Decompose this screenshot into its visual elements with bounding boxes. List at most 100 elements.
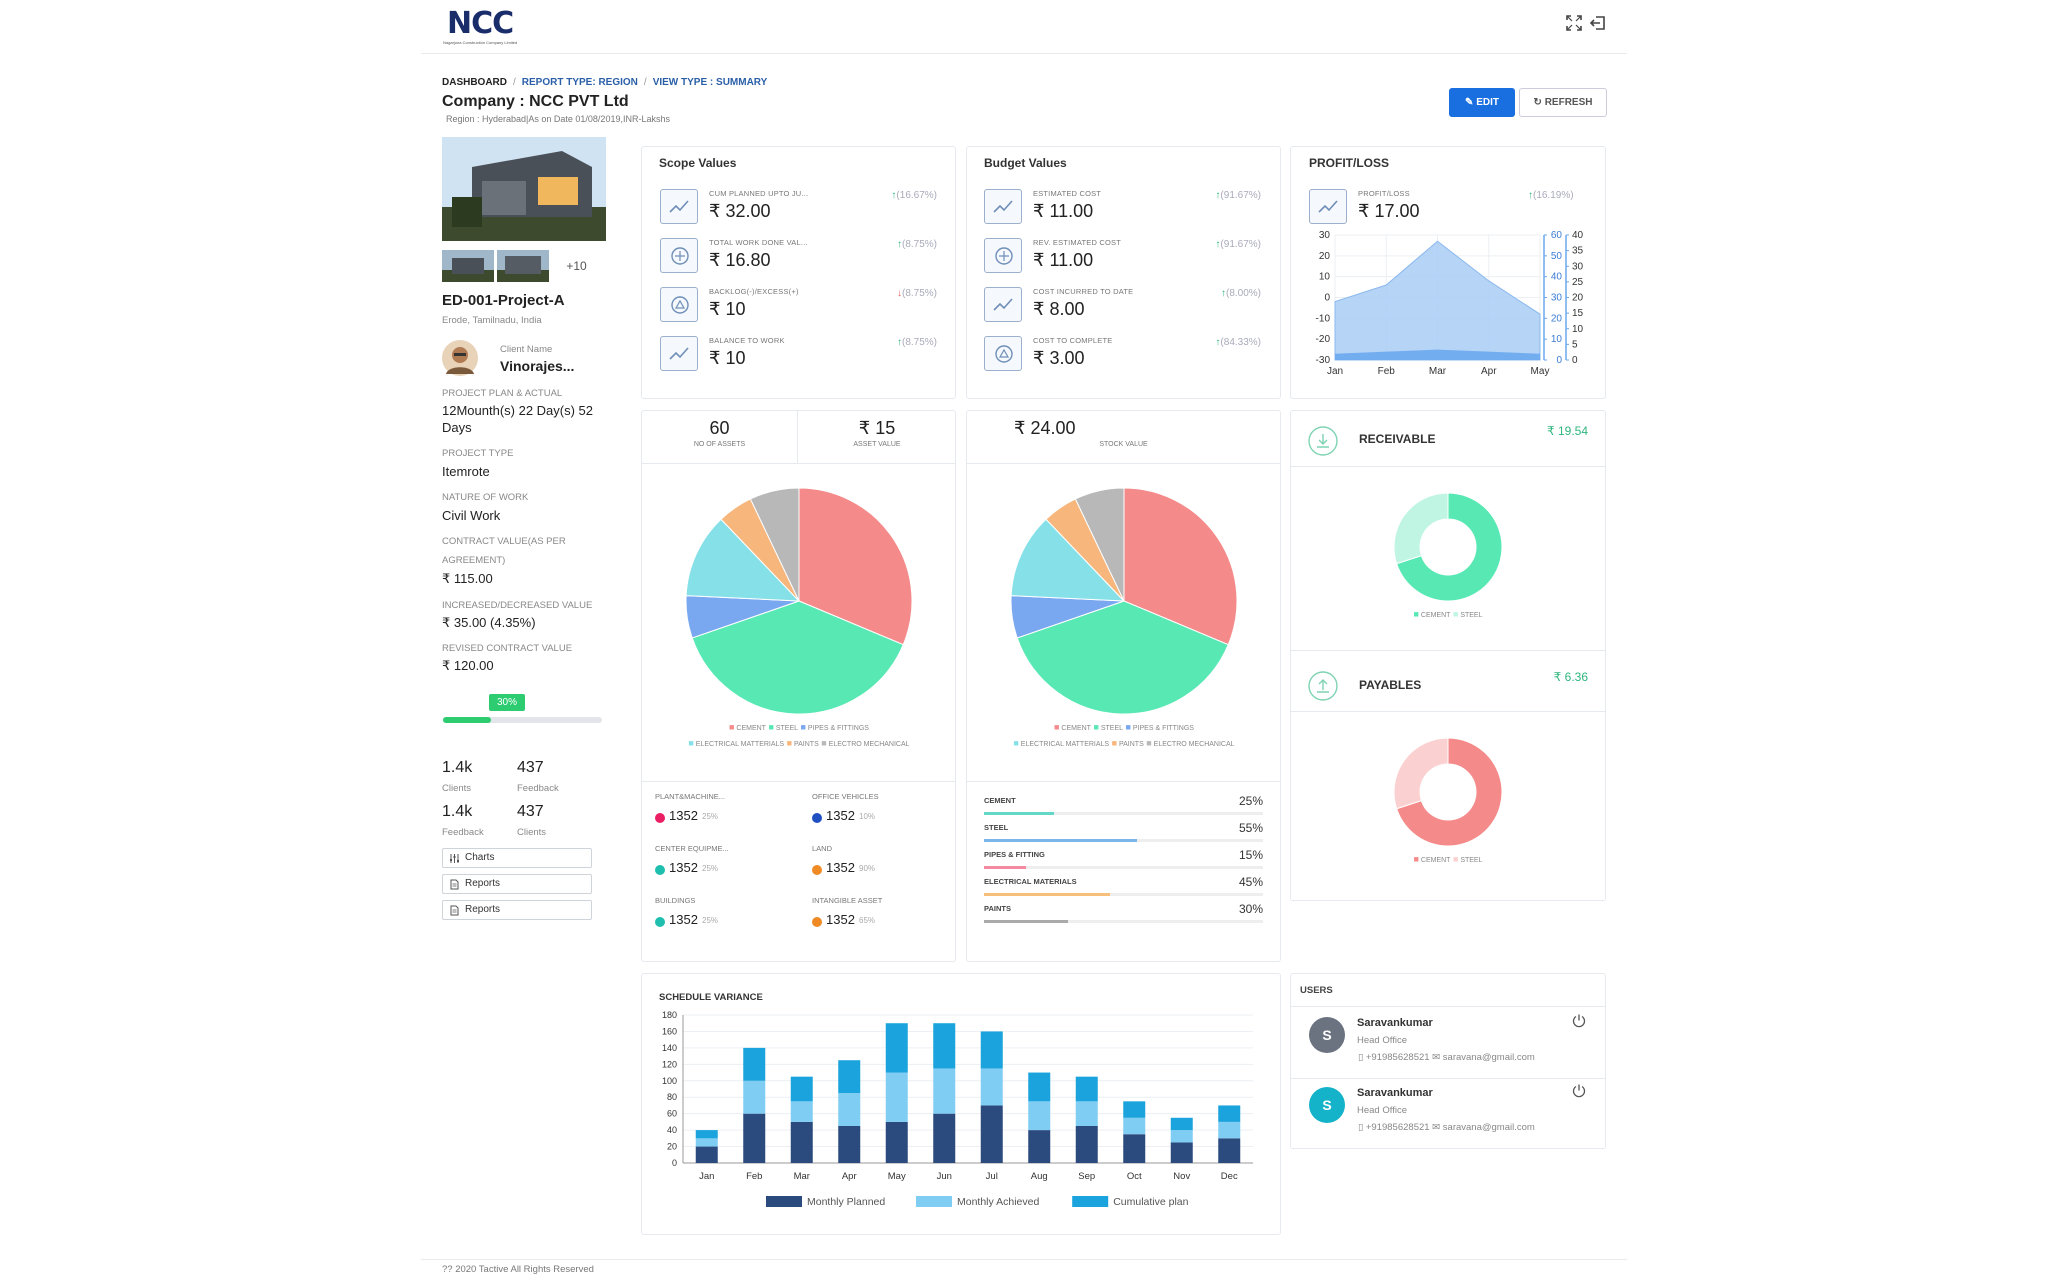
- bar-segment[interactable]: [1218, 1138, 1241, 1163]
- power-icon[interactable]: [1571, 1013, 1587, 1029]
- pie-legend-row: ■ ELECTRICAL MATTERIALS ■ PAINTS ■ ELECT…: [1013, 738, 1234, 748]
- pie-slice-steel[interactable]: [691, 600, 904, 715]
- bar-segment[interactable]: [885, 1023, 908, 1073]
- bar-segment[interactable]: [790, 1121, 813, 1163]
- pie-slice-cement[interactable]: [798, 487, 913, 646]
- bar-segment[interactable]: [1218, 1105, 1241, 1122]
- bar-segment[interactable]: [980, 1031, 1003, 1069]
- bar-segment[interactable]: [1170, 1130, 1193, 1143]
- legend-swatch: ■: [819, 738, 827, 748]
- client-avatar[interactable]: [442, 340, 478, 376]
- logout-icon[interactable]: [1589, 14, 1607, 32]
- bar-segment[interactable]: [1075, 1101, 1098, 1126]
- bar-segment[interactable]: [838, 1126, 861, 1163]
- bar-segment[interactable]: [1075, 1076, 1098, 1102]
- users-card: [1290, 973, 1606, 1149]
- right-axis-1-label: 40: [1551, 272, 1563, 283]
- stock-item-track: [984, 812, 1263, 815]
- bar-segment[interactable]: [1028, 1072, 1051, 1102]
- pie-slice-electrical-matterials[interactable]: [685, 518, 801, 602]
- area-ytick-label: -30: [1316, 355, 1331, 366]
- field-value: Civil Work: [442, 508, 501, 523]
- expand-icon[interactable]: [1565, 14, 1583, 32]
- pie-slice-cement[interactable]: [1396, 737, 1503, 847]
- arrow-up-icon: ↑: [1215, 190, 1221, 201]
- bar-segment[interactable]: [980, 1068, 1003, 1106]
- scope-row-pct-text: (16.67%): [896, 190, 937, 201]
- asset-pie-chart: ■ CEMENT ■ STEEL ■ PIPES & FITTINGS■ ELE…: [685, 487, 913, 748]
- bar-segment[interactable]: [885, 1072, 908, 1122]
- user-avatar[interactable]: S: [1309, 1087, 1345, 1123]
- breadcrumb-view-type[interactable]: VIEW TYPE : SUMMARY: [652, 77, 768, 88]
- bar-segment[interactable]: [838, 1060, 861, 1094]
- ncc-logo[interactable]: NCC: [447, 6, 514, 41]
- bar-segment[interactable]: [885, 1121, 908, 1163]
- bar-segment[interactable]: [743, 1047, 766, 1081]
- pie-slice-cement[interactable]: [1396, 492, 1503, 602]
- budget-row-value: ₹ 11.00: [1033, 250, 1094, 270]
- reports-button[interactable]: Reports: [442, 874, 592, 894]
- bar-segment[interactable]: [695, 1146, 718, 1163]
- budget-row-pct: ↑(84.33%): [1149, 337, 1261, 348]
- breadcrumb-dashboard[interactable]: DASHBOARD: [442, 77, 507, 88]
- user-phone[interactable]: +91985628521: [1365, 1122, 1430, 1133]
- bar-segment[interactable]: [743, 1080, 766, 1114]
- pie-slice-electro-mechanical[interactable]: [1074, 487, 1125, 602]
- bar-xtick-label: Jan: [699, 1171, 714, 1182]
- bar-legend-swatch: [1072, 1196, 1109, 1207]
- budget-row-pct: ↑(8.00%): [1149, 288, 1261, 299]
- bar-segment[interactable]: [1123, 1117, 1146, 1135]
- bar-segment[interactable]: [695, 1138, 718, 1147]
- user-email[interactable]: saravana@gmail.com: [1442, 1052, 1535, 1063]
- pie-slice-steel[interactable]: [1393, 492, 1449, 565]
- pie-slice-steel[interactable]: [1393, 737, 1449, 810]
- bar-segment[interactable]: [1218, 1121, 1241, 1139]
- bar-segment[interactable]: [1123, 1101, 1146, 1118]
- budget-row-pct-text: (91.67%): [1220, 239, 1261, 250]
- bar-segment[interactable]: [743, 1113, 766, 1163]
- budget-row-label: ESTIMATED COST: [1033, 189, 1102, 198]
- breadcrumb-report-type[interactable]: REPORT TYPE: REGION: [521, 77, 638, 88]
- pie-slice-steel[interactable]: [1016, 600, 1229, 715]
- project-main-image[interactable]: [442, 137, 606, 241]
- bar-segment[interactable]: [1170, 1117, 1193, 1131]
- bar-segment[interactable]: [790, 1101, 813, 1122]
- scope-row-label: CUM PLANNED UPTO JU...: [709, 189, 809, 198]
- more-images-count[interactable]: +10: [566, 259, 587, 273]
- pie-slice-cement[interactable]: [1123, 487, 1238, 646]
- bar-segment[interactable]: [980, 1105, 1003, 1163]
- bar-legend-label: Cumulative plan: [1113, 1196, 1188, 1208]
- pie-slice-electro-mechanical[interactable]: [749, 487, 800, 602]
- bar-segment[interactable]: [1028, 1130, 1051, 1163]
- edit-button[interactable]: ✎ EDIT: [1449, 88, 1515, 117]
- stock-item-label: PAINTS: [984, 904, 1011, 913]
- charts-button[interactable]: Charts: [442, 848, 592, 868]
- bar-segment[interactable]: [1123, 1134, 1146, 1163]
- bar-segment[interactable]: [790, 1076, 813, 1102]
- bar-segment[interactable]: [1028, 1101, 1051, 1131]
- bar-segment[interactable]: [933, 1068, 956, 1114]
- bar-segment[interactable]: [1170, 1142, 1193, 1163]
- reports-button[interactable]: Reports: [442, 900, 592, 920]
- stock-item-bar: [984, 866, 1026, 869]
- bar-segment[interactable]: [1075, 1126, 1098, 1163]
- project-thumb-2[interactable]: [497, 250, 549, 282]
- user-phone[interactable]: +91985628521: [1365, 1052, 1430, 1063]
- legend-label: ELECTRICAL MATTERIALS: [694, 741, 785, 748]
- bar-segment[interactable]: [933, 1113, 956, 1163]
- project-thumb-1[interactable]: [442, 250, 494, 282]
- bar-legend-swatch: [766, 1196, 802, 1207]
- power-icon[interactable]: [1571, 1083, 1587, 1099]
- bar-segment[interactable]: [933, 1023, 956, 1069]
- budget-row-icon-box: [984, 238, 1022, 273]
- legend-label: PIPES & FITTINGS: [806, 725, 869, 732]
- refresh-button[interactable]: ↻ REFRESH: [1519, 88, 1607, 117]
- stock-item-bar: [984, 920, 1068, 923]
- pie-slice-electrical-matterials[interactable]: [1010, 518, 1126, 602]
- user-avatar[interactable]: S: [1309, 1017, 1345, 1053]
- bar-segment[interactable]: [838, 1093, 861, 1126]
- bar-segment[interactable]: [695, 1130, 718, 1139]
- user-email[interactable]: saravana@gmail.com: [1442, 1122, 1535, 1133]
- asset-item-value: 1352: [669, 808, 698, 823]
- payables-donut-chart: ■ CEMENT ■ STEEL: [1393, 737, 1503, 864]
